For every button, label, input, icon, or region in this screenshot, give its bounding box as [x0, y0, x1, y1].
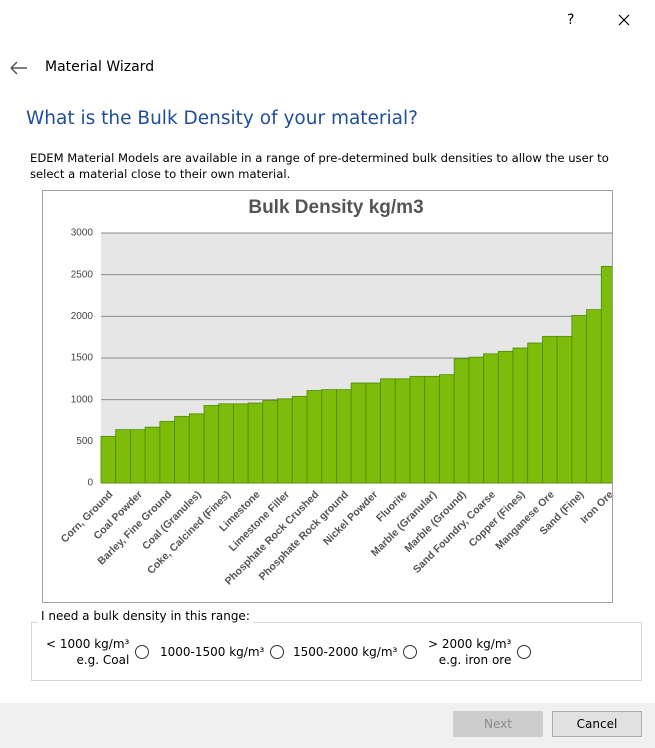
range-option[interactable]: 1500-2000 kg/m³	[293, 644, 418, 660]
bar	[291, 395, 308, 484]
cancel-button[interactable]: Cancel	[552, 711, 642, 737]
option-label: 1000-1500 kg/m³	[160, 644, 264, 660]
range-option[interactable]: > 2000 kg/m³ e.g. iron ore	[428, 636, 532, 668]
bar	[159, 420, 175, 484]
heading: What is the Bulk Density of your materia…	[26, 108, 418, 129]
y-tick-label: 2000	[71, 311, 94, 322]
range-group	[31, 622, 642, 681]
bar	[174, 415, 190, 484]
bar	[453, 358, 470, 484]
bar	[130, 429, 146, 484]
radio-button[interactable]	[135, 645, 150, 659]
option-line: > 2000 kg/m³	[428, 637, 512, 651]
bar	[542, 335, 558, 484]
bar	[247, 402, 264, 484]
option-line: e.g. Coal	[76, 653, 130, 667]
bar	[468, 356, 484, 484]
y-tick-label: 500	[76, 436, 93, 447]
next-button[interactable]: Next	[453, 711, 543, 737]
bar	[365, 382, 381, 484]
range-option[interactable]: < 1000 kg/m³ e.g. Coal	[46, 636, 150, 668]
group-legend: I need a bulk density in this range:	[38, 609, 253, 623]
help-icon[interactable]: ?	[567, 12, 574, 28]
close-icon[interactable]	[618, 14, 630, 26]
bar	[394, 378, 411, 484]
x-tick-label: Iron Ore	[578, 488, 613, 525]
bar	[218, 403, 234, 484]
bar	[321, 389, 337, 484]
description: EDEM Material Models are available in a …	[30, 151, 609, 181]
option-label: < 1000 kg/m³ e.g. Coal	[46, 636, 129, 668]
footer	[0, 703, 655, 748]
chart-title: Bulk Density kg/m3	[248, 197, 423, 218]
option-line: < 1000 kg/m³	[46, 637, 130, 651]
option-label: > 2000 kg/m³ e.g. iron ore	[428, 636, 511, 668]
bar	[100, 435, 117, 484]
option-label: 1500-2000 kg/m³	[293, 644, 397, 660]
y-tick-label: 2500	[71, 269, 94, 280]
bar	[571, 315, 587, 484]
bar	[262, 400, 278, 484]
bar	[600, 265, 612, 484]
bar	[115, 429, 131, 484]
bar	[483, 353, 499, 484]
bar	[336, 389, 352, 484]
radio-button[interactable]	[517, 645, 532, 659]
option-line: e.g. iron ore	[438, 653, 512, 667]
radio-button[interactable]	[270, 645, 285, 659]
window-controls: ?	[567, 12, 630, 28]
y-tick-label: 3000	[71, 228, 94, 239]
option-line: 1500-2000 kg/m³	[293, 645, 398, 659]
bar	[556, 335, 573, 484]
bar	[586, 309, 602, 484]
bar	[306, 390, 323, 484]
bar	[203, 405, 220, 484]
x-tick-label: Nickel Powder	[321, 489, 380, 548]
bar	[233, 403, 249, 484]
bar	[424, 375, 440, 484]
bar	[527, 342, 543, 484]
radio-button[interactable]	[403, 645, 418, 659]
bar	[277, 398, 293, 484]
wizard-title: Material Wizard	[45, 59, 155, 75]
bar	[350, 382, 367, 484]
bar	[497, 350, 514, 484]
y-tick-label: 1000	[71, 394, 94, 405]
bar	[409, 375, 426, 484]
bar	[512, 347, 529, 484]
option-line: 1000-1500 kg/m³	[160, 645, 265, 659]
y-tick-label: 1500	[71, 353, 94, 364]
back-arrow[interactable]	[9, 61, 29, 75]
range-option[interactable]: 1000-1500 kg/m³	[160, 644, 285, 660]
bar	[380, 378, 396, 484]
y-tick-label: 0	[87, 478, 93, 489]
bar	[188, 413, 205, 484]
bar	[144, 426, 161, 484]
bar	[439, 374, 455, 484]
chart: Bulk Density kg/m3 0 500 1000 1500 2000 2500 3…	[42, 190, 613, 603]
